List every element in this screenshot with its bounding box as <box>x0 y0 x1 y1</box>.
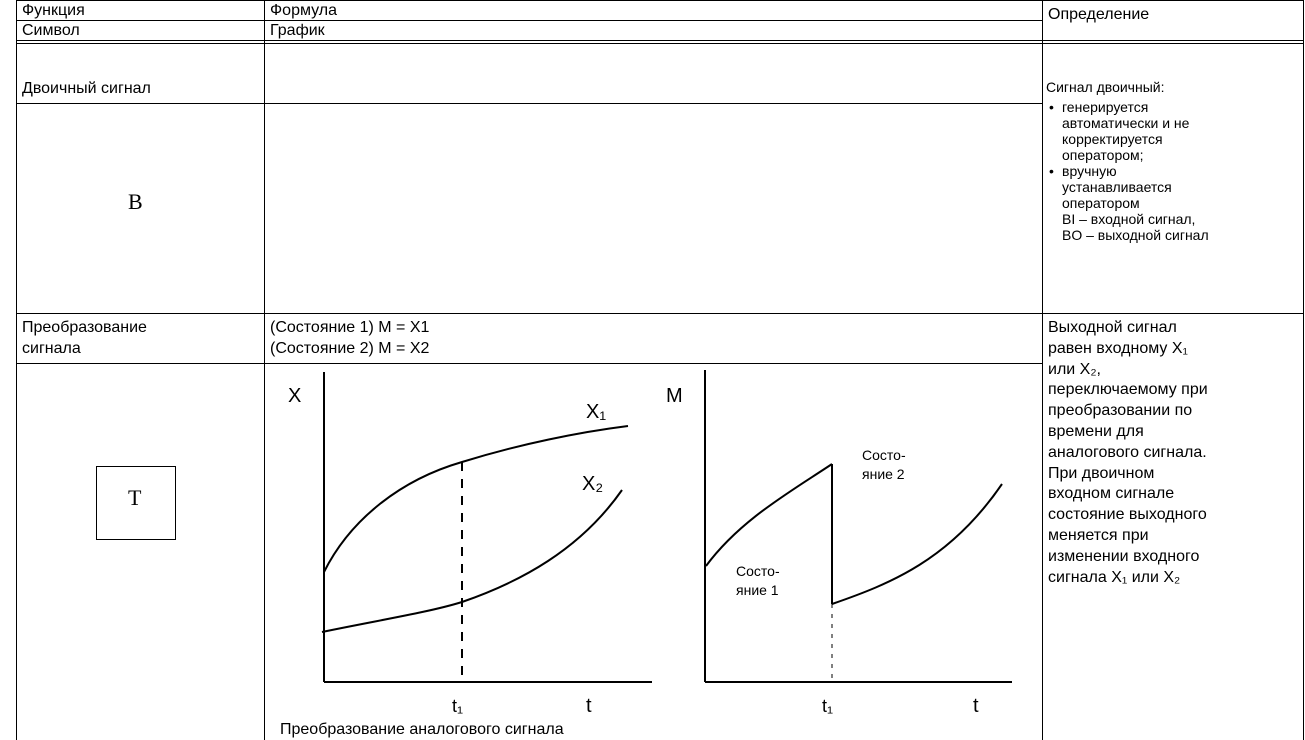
right-graph-state2-line1: Состо- <box>862 447 906 463</box>
binary-signal-symbol: B <box>128 189 143 214</box>
binary-row-divider <box>16 103 1043 104</box>
transform-symbol-box: T <box>96 466 176 540</box>
right-graph-state1-line2: яние 1 <box>736 582 779 598</box>
left-graph-tick-t1: t₁ <box>452 696 463 716</box>
table-divider-col1 <box>264 0 265 740</box>
left-graph-x2-curve <box>321 489 623 633</box>
table-border-top <box>16 0 1304 1</box>
left-graph-x1-curve <box>323 425 629 573</box>
left-graph-y-label: X <box>288 385 301 407</box>
binary-def-bullet-1: генерируется автоматически и не корректи… <box>1046 99 1209 163</box>
table-border-right <box>1303 0 1304 740</box>
header-symbol: Символ <box>22 22 80 39</box>
binary-row-bottom <box>16 313 1304 314</box>
table-divider-col2 <box>1042 0 1043 740</box>
right-graph-state1-line1: Состо- <box>736 563 780 579</box>
binary-note-bi: BI – входной сигнал, <box>1062 211 1196 227</box>
binary-def-bullet-2: вручную устанавливается оператором BI – … <box>1046 163 1209 243</box>
transform-name-line1: Преобразование <box>22 319 147 336</box>
transform-name-line2: сигнала <box>22 340 81 357</box>
transform-symbol: T <box>128 485 142 510</box>
header-formula: Формула <box>270 2 338 19</box>
header-bottom-border <box>16 40 1304 41</box>
left-graph-x1-label: X₁ <box>586 401 606 423</box>
right-graph-state2-curve <box>831 483 1003 605</box>
transform-definition: Выходной сигнал равен входному X₁ или X₂… <box>1048 319 1208 586</box>
binary-def-title: Сигнал двоичный: <box>1046 79 1165 95</box>
right-graph-y-label: M <box>666 385 683 407</box>
header-graph: График <box>270 22 325 39</box>
transform-formula-2: (Состояние 2) M = X2 <box>270 340 430 357</box>
binary-def-bullets: генерируется автоматически и не корректи… <box>1046 99 1209 243</box>
binary-signal-name: Двоичный сигнал <box>22 80 151 97</box>
graph-caption: Преобразование аналогового сигнала <box>280 721 564 738</box>
header-bottom-border-double <box>16 43 1304 44</box>
header-function: Функция <box>22 2 85 19</box>
left-graph-x-label: t <box>586 695 592 717</box>
binary-note-bo: BO – выходной сигнал <box>1062 227 1209 243</box>
left-graph-x2-label: X₂ <box>582 473 603 495</box>
transform-formula-1: (Состояние 1) M = X1 <box>270 319 430 336</box>
right-graph-state1-curve <box>705 463 833 567</box>
right-graph-state2-line2: яние 2 <box>862 466 905 482</box>
table-border-left <box>16 0 17 740</box>
header-row-divider <box>16 20 1043 21</box>
right-graph-x-label: t <box>973 695 979 717</box>
right-graph-tick-t1: t₁ <box>822 696 833 716</box>
header-definition: Определение <box>1048 6 1150 23</box>
transform-row-divider <box>16 363 1043 364</box>
